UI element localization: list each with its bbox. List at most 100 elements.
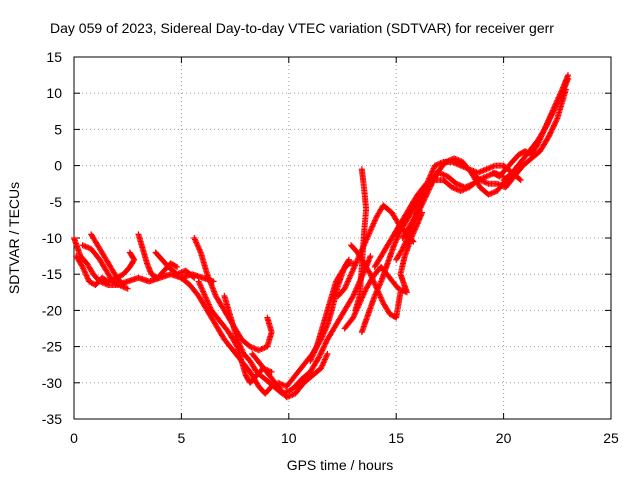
data-point xyxy=(408,220,415,227)
data-point xyxy=(307,368,314,375)
data-point xyxy=(459,158,466,165)
y-tick-label: 10 xyxy=(46,85,62,101)
data-point xyxy=(406,206,413,213)
data-point xyxy=(165,263,172,270)
data-point xyxy=(313,343,320,350)
data-point xyxy=(135,231,142,238)
data-point xyxy=(517,158,524,165)
y-tick-label: -25 xyxy=(42,339,62,355)
data-point xyxy=(268,368,275,375)
data-point xyxy=(247,379,254,386)
data-point xyxy=(406,213,413,220)
data-point xyxy=(466,184,473,191)
data-point xyxy=(468,169,475,176)
data-point xyxy=(395,285,402,292)
data-point xyxy=(496,173,503,180)
data-point xyxy=(388,235,395,241)
data-point xyxy=(139,245,146,252)
data-point xyxy=(384,260,391,267)
data-point xyxy=(298,376,305,383)
data-point xyxy=(483,173,490,180)
data-point xyxy=(341,325,348,332)
data-point xyxy=(109,278,116,285)
series-20 xyxy=(371,169,507,270)
data-point xyxy=(71,235,77,241)
data-point xyxy=(519,162,526,169)
track-markers xyxy=(179,275,274,396)
data-point xyxy=(509,169,516,176)
data-point xyxy=(300,361,307,368)
track-markers xyxy=(501,77,571,183)
data-point xyxy=(348,271,355,278)
data-point xyxy=(350,292,357,299)
data-point xyxy=(358,263,365,270)
y-tick-label: -10 xyxy=(42,230,62,246)
data-point xyxy=(358,166,365,173)
data-point xyxy=(397,289,404,296)
data-point xyxy=(367,271,374,278)
data-point xyxy=(249,350,256,357)
data-point xyxy=(393,314,400,321)
data-point xyxy=(354,249,361,256)
chart-title: Day 059 of 2023, Sidereal Day-to-day VTE… xyxy=(50,20,554,36)
data-point xyxy=(240,350,247,357)
data-point xyxy=(94,242,101,249)
data-point xyxy=(367,227,374,234)
data-point xyxy=(234,336,241,343)
data-point xyxy=(560,86,567,93)
data-point xyxy=(217,318,224,325)
data-point xyxy=(401,253,408,260)
data-point xyxy=(440,177,447,184)
data-point xyxy=(324,350,331,357)
data-point xyxy=(283,394,290,401)
data-point xyxy=(339,267,346,274)
data-point xyxy=(262,390,269,397)
data-point xyxy=(253,368,260,375)
series-25 xyxy=(500,75,572,184)
data-point xyxy=(315,354,322,361)
data-point xyxy=(182,267,189,274)
data-point xyxy=(204,307,211,314)
data-point xyxy=(526,148,533,155)
data-point xyxy=(476,184,483,191)
data-point xyxy=(292,383,299,390)
data-point xyxy=(367,253,374,260)
data-point xyxy=(126,249,133,256)
track-markers xyxy=(88,232,126,288)
data-point xyxy=(275,379,282,386)
data-point xyxy=(494,187,501,194)
data-point xyxy=(247,358,254,365)
x-tick-label: 5 xyxy=(178,430,186,446)
data-point xyxy=(485,191,492,198)
data-point xyxy=(380,300,387,307)
y-tick-label: -5 xyxy=(50,194,63,210)
data-point xyxy=(79,263,86,270)
data-point xyxy=(229,347,236,354)
series-4 xyxy=(88,231,127,289)
data-point xyxy=(509,158,516,165)
data-point xyxy=(204,271,211,278)
data-point xyxy=(431,162,438,169)
data-point xyxy=(202,292,209,299)
data-point xyxy=(358,329,365,336)
data-point xyxy=(283,383,290,390)
series-6 xyxy=(152,249,198,281)
data-point xyxy=(90,271,97,278)
data-point xyxy=(333,278,340,285)
data-point xyxy=(528,151,535,158)
track-markers xyxy=(469,88,569,190)
data-point xyxy=(397,271,404,278)
data-point xyxy=(565,75,572,82)
data-point xyxy=(350,314,357,321)
data-point xyxy=(197,249,204,256)
data-point xyxy=(485,180,492,187)
data-point xyxy=(88,245,95,252)
data-point xyxy=(348,242,355,249)
y-axis-label: SDTVAR / TECUs xyxy=(6,182,22,294)
data-point xyxy=(500,177,507,184)
data-point xyxy=(393,256,400,263)
x-axis-label: GPS time / hours xyxy=(287,457,394,473)
data-point xyxy=(98,274,105,281)
data-point xyxy=(309,372,316,379)
